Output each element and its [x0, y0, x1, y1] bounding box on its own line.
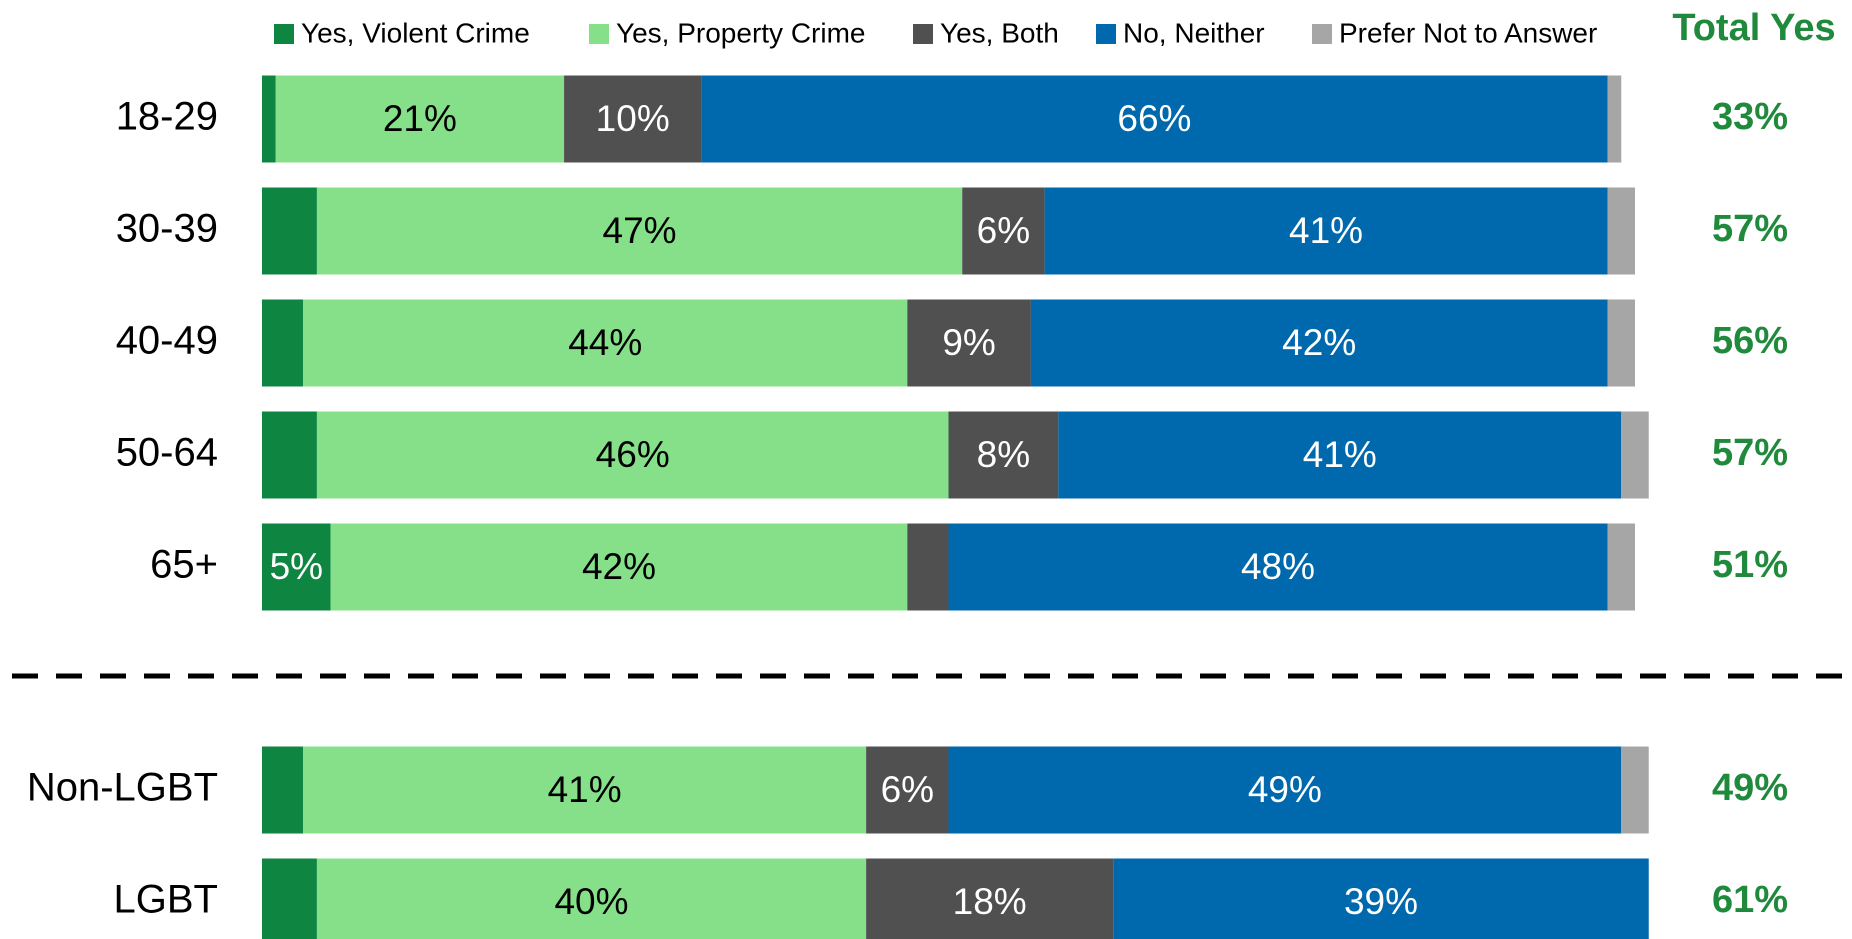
bar-segment: [948, 411, 1059, 499]
category-label: 40-49: [116, 319, 218, 363]
bar-segment: [1607, 523, 1635, 611]
legend-label: Prefer Not to Answer: [1339, 17, 1597, 48]
bar-segment: [907, 299, 1031, 387]
bar-segment: [907, 523, 949, 611]
bar-value-label: 40%: [554, 881, 628, 922]
total-yes-value: 57%: [1712, 432, 1788, 474]
bar-segment: [1607, 299, 1635, 387]
total-yes-value: 33%: [1712, 96, 1788, 138]
bar-value-label: 42%: [1282, 322, 1356, 363]
bar-value-label: 46%: [596, 434, 670, 475]
bar-segment: [262, 299, 304, 387]
bar-value-label: 42%: [582, 546, 656, 587]
bar-segment: [262, 187, 317, 275]
bar-segment: [275, 75, 565, 163]
bar-value-label: 41%: [1289, 210, 1363, 251]
category-label: LGBT: [114, 878, 218, 922]
bar-segment: [303, 746, 867, 834]
legend-swatch: [913, 24, 933, 44]
bar-segment: [1621, 411, 1649, 499]
legend-label: No, Neither: [1123, 17, 1265, 48]
bar-value-label: 41%: [548, 769, 622, 810]
total-yes-value: 51%: [1712, 544, 1788, 586]
bar-value-label: 6%: [977, 210, 1030, 251]
bar-segment: [1058, 411, 1622, 499]
legend-swatch: [274, 24, 294, 44]
legend-swatch: [1096, 24, 1116, 44]
bar-segment: [1607, 75, 1622, 163]
bar-segment: [316, 187, 963, 275]
bar-segment: [262, 75, 276, 163]
bar-segment: [262, 746, 304, 834]
bar-value-label: 41%: [1303, 434, 1377, 475]
bar-segment: [303, 299, 908, 387]
bar-segment: [316, 858, 867, 939]
bar-segment: [330, 523, 908, 611]
bar-value-label: 48%: [1241, 546, 1315, 587]
bar-segment: [262, 523, 331, 611]
category-label: 50-64: [116, 431, 218, 475]
category-label: 18-29: [116, 95, 218, 139]
bar-segment: [262, 858, 317, 939]
total-yes-value: 57%: [1712, 208, 1788, 250]
total-yes-value: 49%: [1712, 767, 1788, 809]
bar-segment: [948, 523, 1608, 611]
bar-value-label: 47%: [603, 210, 677, 251]
legend-swatch: [589, 24, 609, 44]
category-label: 65+: [150, 543, 218, 587]
legend-label: Yes, Property Crime: [616, 17, 866, 48]
legend-label: Yes, Violent Crime: [301, 17, 530, 48]
bar-segment: [1113, 858, 1649, 939]
bar-value-label: 10%: [596, 98, 670, 139]
bar-value-label: 49%: [1248, 769, 1322, 810]
bar-value-label: 18%: [953, 881, 1027, 922]
bar-value-label: 66%: [1117, 98, 1191, 139]
bar-value-label: 44%: [568, 322, 642, 363]
bar-segment: [866, 858, 1114, 939]
bar-segment: [1030, 299, 1608, 387]
bar-segment: [962, 187, 1045, 275]
bar-value-label: 6%: [881, 769, 934, 810]
bar-value-label: 5%: [270, 546, 323, 587]
bar-value-label: 8%: [977, 434, 1030, 475]
bar-segment: [1607, 187, 1635, 275]
bar-segment: [948, 746, 1622, 834]
bar-value-label: 9%: [942, 322, 995, 363]
bar-value-label: 39%: [1344, 881, 1418, 922]
bar-segment: [1044, 187, 1608, 275]
bar-segment: [262, 411, 317, 499]
bar-segment: [564, 75, 702, 163]
category-label: Non-LGBT: [27, 766, 218, 810]
bar-segment: [701, 75, 1608, 163]
bar-value-label: 21%: [383, 98, 457, 139]
bar-segment: [866, 746, 949, 834]
legend-swatch: [1312, 24, 1332, 44]
total-yes-value: 61%: [1712, 879, 1788, 921]
total-yes-title: Total Yes: [1672, 7, 1835, 49]
legend-label: Yes, Both: [940, 17, 1059, 48]
total-yes-value: 56%: [1712, 320, 1788, 362]
bar-segment: [316, 411, 949, 499]
category-label: 30-39: [116, 207, 218, 251]
bar-segment: [1621, 746, 1649, 834]
